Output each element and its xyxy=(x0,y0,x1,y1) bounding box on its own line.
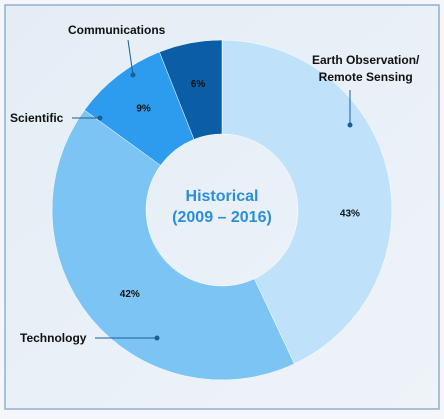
marks: 43% 42% 9% 6% xyxy=(51,39,393,381)
value-label: 6% xyxy=(191,79,206,90)
category-label: Earth Observation/ Remote Sensing xyxy=(312,53,420,84)
donut-slice xyxy=(51,109,295,381)
leader-dot xyxy=(130,72,136,78)
leader-dot xyxy=(97,115,103,121)
category-label: Communications xyxy=(68,23,166,37)
leader-line xyxy=(127,39,134,76)
leader-dot xyxy=(347,122,353,128)
category-label: Technology xyxy=(20,331,87,345)
value-label: 42% xyxy=(120,289,140,300)
value-label: 43% xyxy=(340,208,360,219)
center-label: Historical (2009 – 2016) xyxy=(172,188,272,226)
leader-dot xyxy=(154,335,160,341)
value-label: 9% xyxy=(136,104,151,115)
donut-slice xyxy=(159,39,223,140)
category-label: Scientific xyxy=(10,111,64,125)
